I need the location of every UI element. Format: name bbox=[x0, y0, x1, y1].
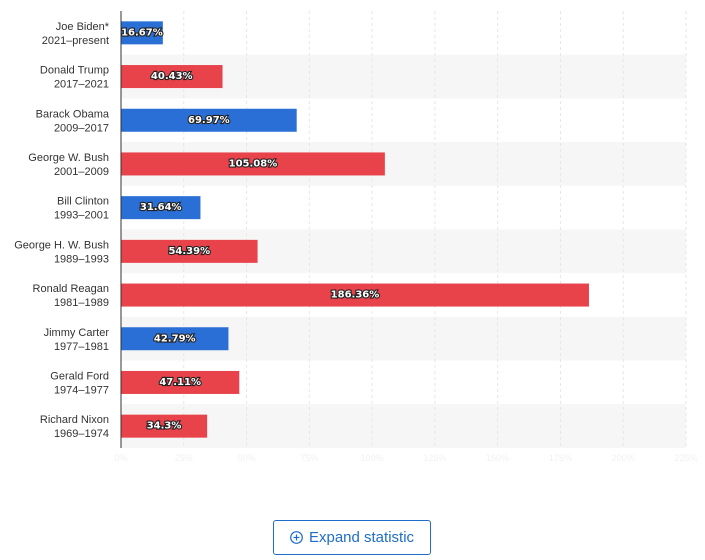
data-label: 34.3% bbox=[147, 421, 182, 432]
row-band bbox=[121, 404, 686, 448]
bar[interactable] bbox=[121, 196, 201, 220]
bar[interactable] bbox=[121, 21, 163, 45]
x-tick-label: 175% bbox=[549, 453, 572, 463]
expand-statistic-label: Expand statistic bbox=[308, 529, 415, 546]
x-tick-label: 125% bbox=[423, 453, 446, 463]
row-bands bbox=[121, 54, 686, 448]
x-tick-label: 100% bbox=[361, 453, 384, 463]
bar[interactable] bbox=[121, 414, 208, 438]
category-label: George H. W. Bush 1989–1993 bbox=[14, 239, 109, 265]
bar[interactable] bbox=[121, 65, 223, 89]
category-label: George W. Bush 2001–2009 bbox=[28, 152, 109, 178]
data-label: 31.64% bbox=[140, 202, 182, 213]
category-label: Ronald Reagan 1981–1989 bbox=[33, 283, 109, 309]
x-tick-label: 25% bbox=[175, 453, 193, 463]
category-label: Bill Clinton 1993–2001 bbox=[54, 196, 109, 222]
data-label: 54.39% bbox=[168, 246, 210, 257]
x-tick-label: 0% bbox=[114, 453, 127, 463]
category-label: Gerald Ford 1974–1977 bbox=[50, 370, 109, 396]
bar[interactable] bbox=[121, 327, 229, 351]
x-tick-label: 225% bbox=[674, 453, 697, 463]
x-tick-label: 150% bbox=[486, 453, 509, 463]
x-tick-label: 75% bbox=[300, 453, 318, 463]
category-label: Richard Nixon 1969–1974 bbox=[40, 414, 109, 440]
data-label: 105.08% bbox=[229, 158, 278, 169]
bar[interactable] bbox=[121, 239, 258, 263]
data-label: 16.67% bbox=[121, 27, 163, 38]
x-tick-label: 200% bbox=[612, 453, 635, 463]
bar[interactable] bbox=[121, 370, 240, 394]
x-tick-label: 50% bbox=[238, 453, 256, 463]
plus-circle-icon bbox=[290, 531, 303, 544]
data-label: 69.97% bbox=[188, 115, 230, 126]
category-labels: Joe Biden* 2021–present Donald Trump 2017–2… bbox=[14, 21, 110, 440]
data-label: 42.79% bbox=[154, 333, 196, 344]
category-label: Donald Trump 2017–2021 bbox=[40, 65, 109, 91]
category-label: Barack Obama 2009–2017 bbox=[36, 108, 110, 134]
category-label: Joe Biden* 2021–present bbox=[42, 21, 110, 47]
bar-chart: Joe Biden* 2021–present Donald Trump 2017–2… bbox=[14, 11, 698, 463]
bars bbox=[121, 21, 589, 438]
category-label: Jimmy Carter 1977–1981 bbox=[44, 327, 110, 353]
bar[interactable] bbox=[121, 108, 297, 132]
data-label: 40.43% bbox=[151, 71, 193, 82]
data-label: 186.36% bbox=[331, 290, 380, 301]
data-labels: 16.67% 40.43% 69.97% 105.08% 31.64% 54.39% 186… bbox=[120, 26, 380, 432]
bar[interactable] bbox=[121, 152, 385, 176]
x-axis-ticks: 0% 25% 50% 75% 100% 125% 150% 175% 200% 225% bbox=[114, 453, 697, 463]
data-label: 47.11% bbox=[159, 377, 201, 388]
expand-statistic-button[interactable]: Expand statistic bbox=[273, 520, 431, 555]
chart-area: Joe Biden* 2021–present Donald Trump 2017–2… bbox=[14, 11, 698, 463]
bar[interactable] bbox=[121, 283, 589, 307]
